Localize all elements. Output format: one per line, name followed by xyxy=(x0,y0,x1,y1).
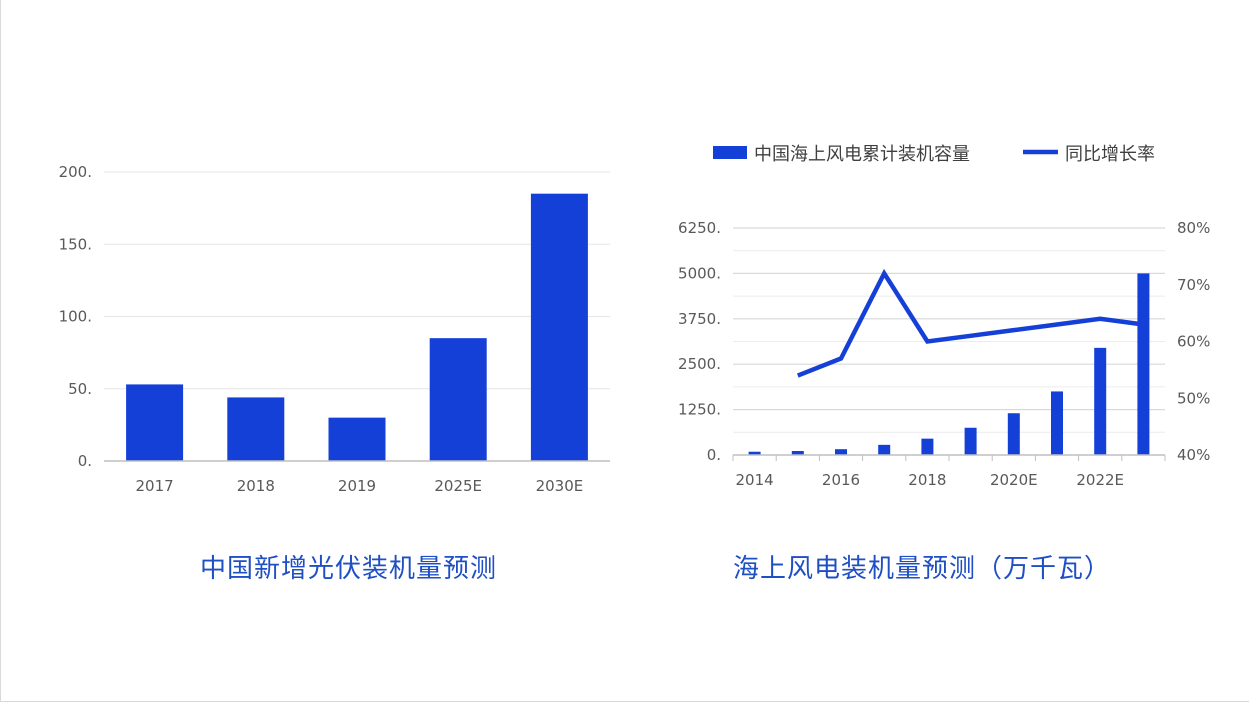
bar xyxy=(1051,391,1063,455)
y-left-tick-label: 2500. xyxy=(678,355,721,373)
y-left-tick-label: 3750. xyxy=(678,310,721,328)
y-right-tick-label: 60% xyxy=(1177,333,1210,351)
y-tick-label: 50. xyxy=(68,380,92,398)
bar xyxy=(1137,273,1150,455)
bar xyxy=(964,427,977,455)
x-tick-label: 2018 xyxy=(908,471,946,489)
chart-title-photovoltaic: 中国新增光伏装机量预测 xyxy=(200,554,498,584)
bar xyxy=(748,451,761,455)
y-tick-label: 150. xyxy=(59,235,92,253)
bar xyxy=(1094,347,1107,455)
x-tick-label: 2018 xyxy=(237,477,275,495)
x-tick-label: 2025E xyxy=(434,477,482,495)
series-line xyxy=(796,268,1144,378)
bar xyxy=(791,451,804,455)
x-tick-label: 2017 xyxy=(136,477,174,495)
legend-label-bar: 中国海上风电累计装机容量 xyxy=(754,144,970,165)
x-tick-label: 2030E xyxy=(536,477,584,495)
y-tick-label: 100. xyxy=(59,308,92,326)
bar xyxy=(835,449,847,455)
bar xyxy=(227,397,285,461)
y-right-tick-label: 70% xyxy=(1177,276,1210,294)
x-tick-label: 2014 xyxy=(736,471,774,489)
y-right-tick-label: 40% xyxy=(1177,446,1210,464)
legend-swatch-bar xyxy=(713,146,747,159)
y-tick-label: 200. xyxy=(59,163,92,181)
x-tick-label: 2016 xyxy=(822,471,860,489)
bar xyxy=(429,338,487,461)
chart-title-offshore-wind: 海上风电装机量预测（万千瓦） xyxy=(733,554,1112,584)
y-tick-label: 0. xyxy=(78,452,92,470)
y-right-tick-label: 80% xyxy=(1177,219,1210,237)
x-tick-label: 2019 xyxy=(338,477,376,495)
y-left-tick-label: 0. xyxy=(707,446,721,464)
y-right-tick-label: 50% xyxy=(1177,389,1210,407)
x-tick-label: 2022E xyxy=(1076,471,1124,489)
y-left-tick-label: 5000. xyxy=(678,264,721,282)
bar xyxy=(878,444,891,455)
bar xyxy=(328,417,386,461)
bar xyxy=(530,193,588,462)
bar xyxy=(126,384,184,461)
bar xyxy=(1007,413,1020,455)
y-left-tick-label: 1250. xyxy=(678,401,721,419)
legend-label-line: 同比增长率 xyxy=(1065,144,1155,165)
bar xyxy=(921,438,934,455)
y-left-tick-label: 6250. xyxy=(678,219,721,237)
x-tick-label: 2020E xyxy=(990,471,1038,489)
